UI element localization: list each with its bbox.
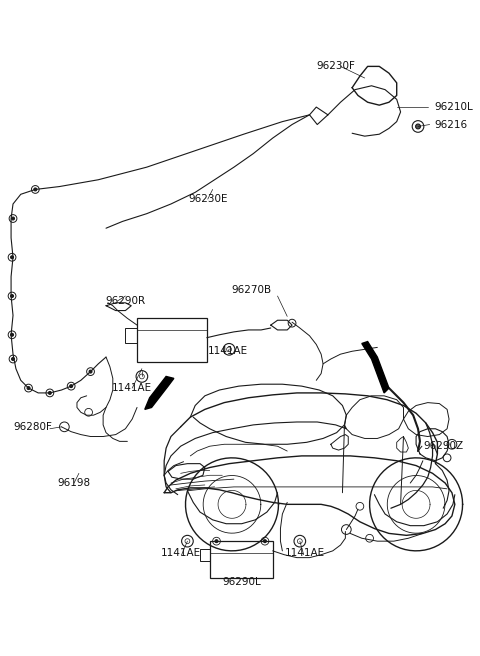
Circle shape bbox=[11, 333, 13, 337]
Circle shape bbox=[416, 124, 420, 129]
Text: 1141AE: 1141AE bbox=[208, 346, 248, 356]
Circle shape bbox=[12, 358, 14, 360]
Text: 96290L: 96290L bbox=[222, 577, 261, 587]
Text: 96280F: 96280F bbox=[13, 422, 52, 432]
Text: 96270B: 96270B bbox=[231, 285, 271, 295]
Circle shape bbox=[70, 384, 72, 388]
Text: 96230E: 96230E bbox=[188, 194, 228, 204]
Bar bbox=[200, 549, 210, 560]
Text: 96290R: 96290R bbox=[105, 296, 145, 306]
Text: 1141AE: 1141AE bbox=[161, 548, 201, 558]
Polygon shape bbox=[362, 342, 389, 393]
Text: 1141AE: 1141AE bbox=[112, 383, 152, 393]
Circle shape bbox=[11, 256, 13, 258]
Text: 96230F: 96230F bbox=[316, 62, 355, 72]
Circle shape bbox=[48, 392, 51, 394]
Circle shape bbox=[215, 540, 218, 543]
Text: 96210L: 96210L bbox=[434, 102, 473, 112]
Text: 96290Z: 96290Z bbox=[424, 441, 464, 451]
Text: 96198: 96198 bbox=[58, 478, 91, 488]
Polygon shape bbox=[145, 377, 174, 409]
Circle shape bbox=[264, 540, 266, 543]
Text: 1141AE: 1141AE bbox=[285, 548, 325, 558]
Bar bbox=[210, 541, 273, 578]
Bar bbox=[125, 328, 137, 342]
Circle shape bbox=[27, 386, 30, 390]
Circle shape bbox=[11, 295, 13, 297]
Circle shape bbox=[12, 217, 14, 220]
Text: 96216: 96216 bbox=[434, 119, 468, 129]
Bar bbox=[137, 318, 207, 362]
Circle shape bbox=[34, 188, 37, 191]
Circle shape bbox=[89, 370, 92, 373]
